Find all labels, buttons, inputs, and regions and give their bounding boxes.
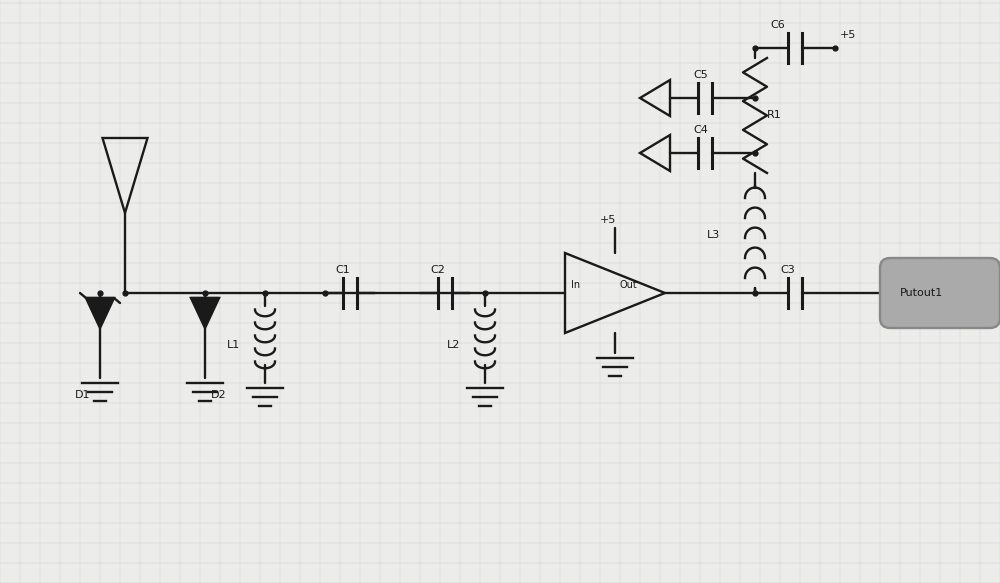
Text: D1: D1 [75,390,90,400]
Text: In: In [571,280,580,290]
Text: +5: +5 [840,30,856,40]
Text: Putout1: Putout1 [900,288,943,298]
Text: C5: C5 [693,70,708,80]
Text: R1: R1 [767,110,782,120]
Text: L3: L3 [707,230,720,240]
Text: C3: C3 [780,265,795,275]
Text: L1: L1 [227,340,240,350]
Text: L2: L2 [447,340,460,350]
Text: C4: C4 [693,125,708,135]
FancyBboxPatch shape [880,258,1000,328]
Polygon shape [191,298,219,328]
Text: Out: Out [620,280,638,290]
Polygon shape [86,298,114,328]
Text: +5: +5 [600,215,616,225]
Text: D2: D2 [211,390,227,400]
Text: C2: C2 [430,265,445,275]
Text: C1: C1 [335,265,350,275]
Text: C6: C6 [770,20,785,30]
